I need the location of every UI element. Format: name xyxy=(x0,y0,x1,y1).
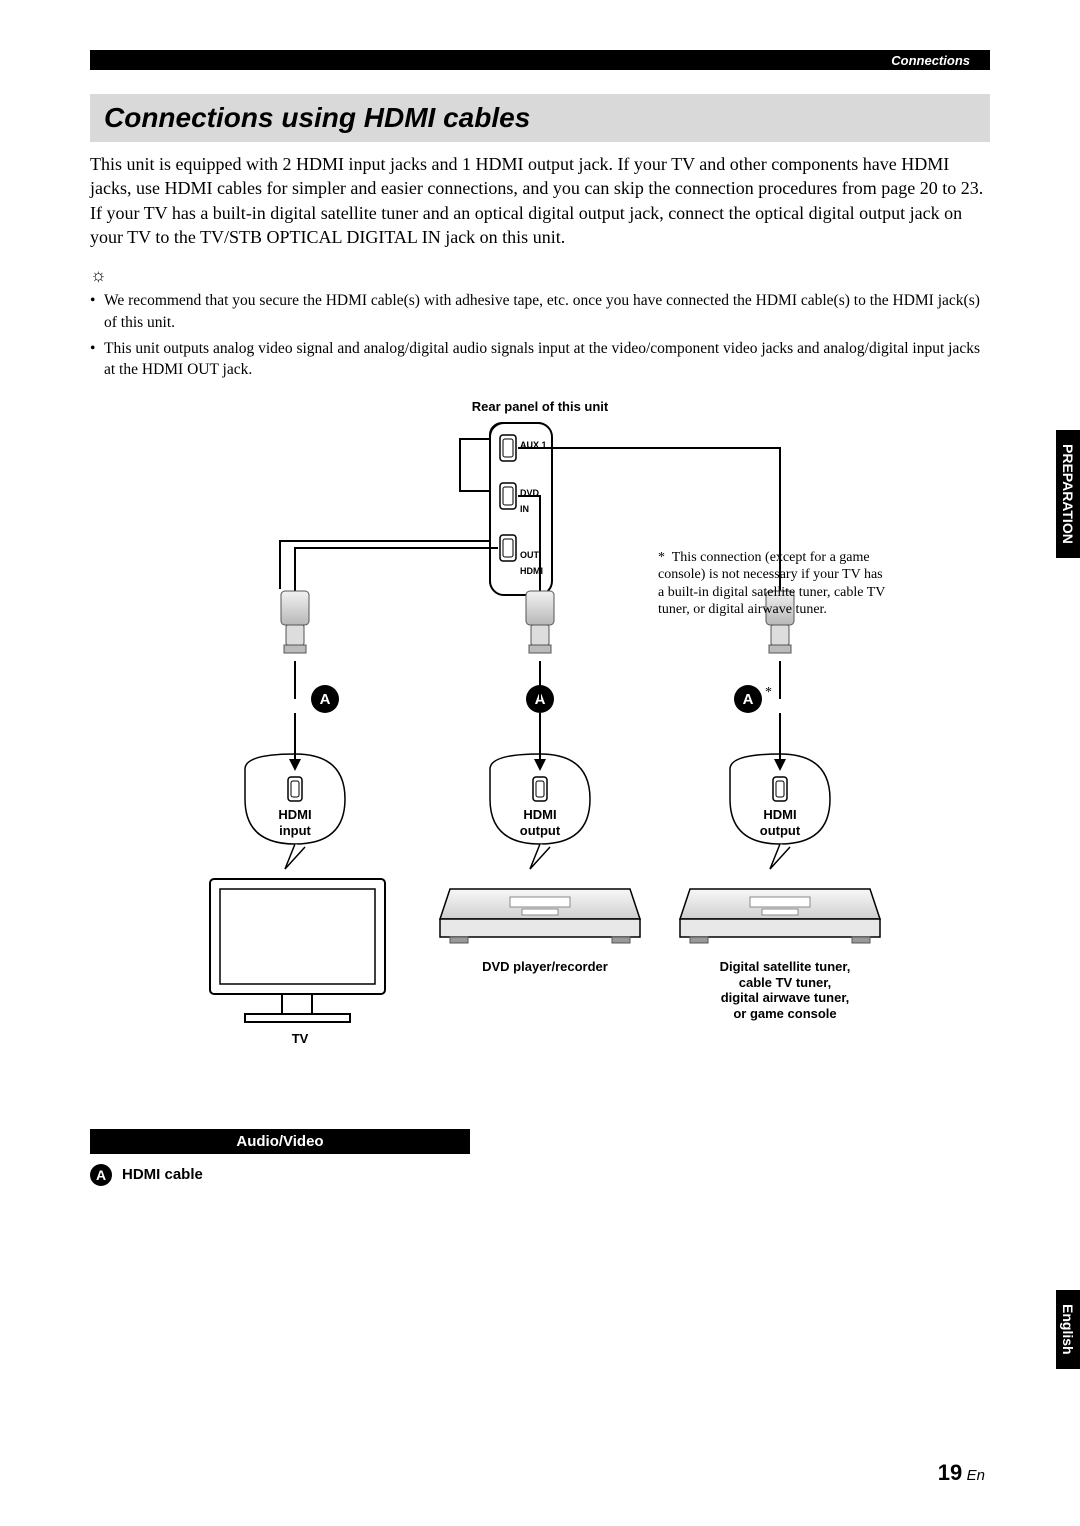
note-text: This connection (except for a game conso… xyxy=(658,550,885,618)
legend-row: A HDMI cable xyxy=(90,1164,990,1186)
bullet-item: This unit outputs analog video signal an… xyxy=(90,338,990,381)
legend-label: HDMI cable xyxy=(122,1166,203,1183)
connection-diagram: Rear panel of this unit xyxy=(150,399,930,1119)
dvd-name: DVD player/recorder xyxy=(470,959,620,975)
svg-text:A: A xyxy=(743,691,754,708)
side-tab-english: English xyxy=(1056,1290,1080,1369)
intro-paragraph: This unit is equipped with 2 HDMI input … xyxy=(90,152,990,249)
side-tab-preparation: PREPARATION xyxy=(1056,430,1080,558)
tip-bullet-list: We recommend that you secure the HDMI ca… xyxy=(90,290,990,381)
dvd-port-label: HDMI output xyxy=(510,807,570,838)
tip-icon: ☼ xyxy=(90,265,990,286)
audio-video-bar: Audio/Video xyxy=(90,1129,470,1154)
port-hdmi-label: HDMI xyxy=(520,567,543,577)
header-bar: Connections xyxy=(90,50,990,70)
page-lang: En xyxy=(967,1467,985,1484)
port-dvd-label: DVD xyxy=(520,489,539,499)
section-title: Connections using HDMI cables xyxy=(90,94,990,142)
header-section-label: Connections xyxy=(891,53,970,68)
page-footer: 19 En xyxy=(938,1460,985,1486)
svg-text:*: * xyxy=(765,685,772,700)
tuner-name: Digital satellite tuner, cable TV tuner,… xyxy=(690,959,880,1021)
tv-name: TV xyxy=(280,1031,320,1047)
note-asterisk: * xyxy=(658,550,665,565)
port-out-label: OUT xyxy=(520,551,539,561)
tv-icon xyxy=(210,879,385,1022)
page-number: 19 xyxy=(938,1460,962,1485)
tuner-port-label: HDMI output xyxy=(750,807,810,838)
svg-text:A: A xyxy=(320,691,331,708)
diagram-note: * This connection (except for a game con… xyxy=(658,549,888,619)
tuner-icon xyxy=(680,889,880,943)
bullet-item: We recommend that you secure the HDMI ca… xyxy=(90,290,990,333)
tv-port-label: HDMI input xyxy=(265,807,325,838)
legend-badge: A xyxy=(90,1164,112,1186)
dvd-player-icon xyxy=(440,889,640,943)
port-aux1-label: AUX 1 xyxy=(520,441,547,451)
port-in-label: IN xyxy=(520,505,529,515)
